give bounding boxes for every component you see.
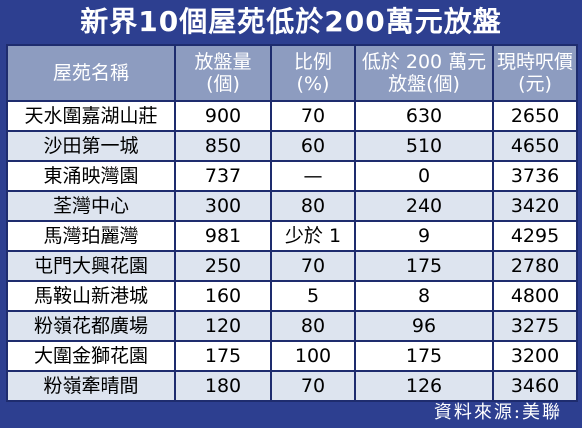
listings-cell: 300 (174, 190, 272, 222)
header-listings-line2: (個) (206, 73, 240, 95)
estate-name-cell: 馬鞍山新港城 (6, 280, 176, 312)
listings-table: 屋苑名稱 放盤量 (個) 比例 (%) 低於 200 萬元 放盤(個) 現時呎價… (6, 44, 578, 402)
listings-cell: 120 (174, 310, 272, 342)
price-cell: 4650 (492, 130, 578, 162)
ratio-cell: 70 (270, 370, 356, 402)
header-price-line2: (元) (518, 73, 552, 95)
header-below-line2: 放盤(個) (388, 73, 460, 95)
below-cell: 126 (354, 370, 494, 402)
price-cell: 3200 (492, 340, 578, 372)
estate-name-cell: 沙田第一城 (6, 130, 176, 162)
estate-name-cell: 天水圍嘉湖山莊 (6, 100, 176, 132)
table-row: 大圍金獅花園 175 100 175 3200 (6, 340, 578, 372)
header-row: 屋苑名稱 放盤量 (個) 比例 (%) 低於 200 萬元 放盤(個) 現時呎價… (6, 44, 578, 102)
estate-name-cell: 馬灣珀麗灣 (6, 220, 176, 252)
header-name-text: 屋苑名稱 (52, 62, 129, 84)
price-cell: 4800 (492, 280, 578, 312)
ratio-cell: 70 (270, 100, 356, 132)
ratio-cell: 少於 1 (270, 220, 356, 252)
table-row: 沙田第一城 850 60 510 4650 (6, 130, 578, 162)
price-cell: 3460 (492, 370, 578, 402)
estate-name-cell: 屯門大興花園 (6, 250, 176, 282)
ratio-cell: 60 (270, 130, 356, 162)
ratio-cell: 80 (270, 190, 356, 222)
price-cell: 3420 (492, 190, 578, 222)
below-cell: 175 (354, 340, 494, 372)
header-listings-line1: 放盤量 (194, 51, 252, 73)
listings-cell: 981 (174, 220, 272, 252)
header-ratio: 比例 (%) (270, 44, 356, 102)
table-row: 馬灣珀麗灣 981 少於 1 9 4295 (6, 220, 578, 252)
below-cell: 0 (354, 160, 494, 192)
price-cell: 4295 (492, 220, 578, 252)
ratio-cell: 5 (270, 280, 356, 312)
listings-cell: 850 (174, 130, 272, 162)
listings-cell: 180 (174, 370, 272, 402)
ratio-cell: 70 (270, 250, 356, 282)
listings-cell: 250 (174, 250, 272, 282)
header-below: 低於 200 萬元 放盤(個) (354, 44, 494, 102)
below-cell: 8 (354, 280, 494, 312)
price-cell: 2650 (492, 100, 578, 132)
below-cell: 510 (354, 130, 494, 162)
ratio-cell: — (270, 160, 356, 192)
estate-name-cell: 粉嶺牽晴間 (6, 370, 176, 402)
below-cell: 630 (354, 100, 494, 132)
table-row: 荃灣中心 300 80 240 3420 (6, 190, 578, 222)
header-listings: 放盤量 (個) (174, 44, 272, 102)
listings-cell: 737 (174, 160, 272, 192)
header-ratio-line2: (%) (296, 73, 330, 95)
estate-name-cell: 粉嶺花都廣場 (6, 310, 176, 342)
header-ratio-line1: 比例 (293, 51, 332, 73)
ratio-cell: 100 (270, 340, 356, 372)
header-price: 現時呎價 (元) (492, 44, 578, 102)
table-row: 粉嶺花都廣場 120 80 96 3275 (6, 310, 578, 342)
table-row: 天水圍嘉湖山莊 900 70 630 2650 (6, 100, 578, 132)
table-row: 馬鞍山新港城 160 5 8 4800 (6, 280, 578, 312)
below-cell: 9 (354, 220, 494, 252)
price-cell: 3736 (492, 160, 578, 192)
header-name: 屋苑名稱 (6, 44, 176, 102)
price-cell: 2780 (492, 250, 578, 282)
header-price-line1: 現時呎價 (496, 51, 573, 73)
source-credit: 資料來源:美聯 (433, 402, 562, 423)
below-cell: 240 (354, 190, 494, 222)
ratio-cell: 80 (270, 310, 356, 342)
table-row: 屯門大興花園 250 70 175 2780 (6, 250, 578, 282)
estate-name-cell: 荃灣中心 (6, 190, 176, 222)
listings-cell: 160 (174, 280, 272, 312)
below-cell: 175 (354, 250, 494, 282)
estate-name-cell: 大圍金獅花園 (6, 340, 176, 372)
below-cell: 96 (354, 310, 494, 342)
listings-cell: 175 (174, 340, 272, 372)
price-cell: 3275 (492, 310, 578, 342)
table-row: 東涌映灣園 737 — 0 3736 (6, 160, 578, 192)
table-title: 新界10個屋苑低於200萬元放盤 (80, 5, 502, 38)
listings-cell: 900 (174, 100, 272, 132)
table-row: 粉嶺牽晴間 180 70 126 3460 (6, 370, 578, 402)
header-below-line1: 低於 200 萬元 (361, 51, 487, 73)
estate-name-cell: 東涌映灣園 (6, 160, 176, 192)
